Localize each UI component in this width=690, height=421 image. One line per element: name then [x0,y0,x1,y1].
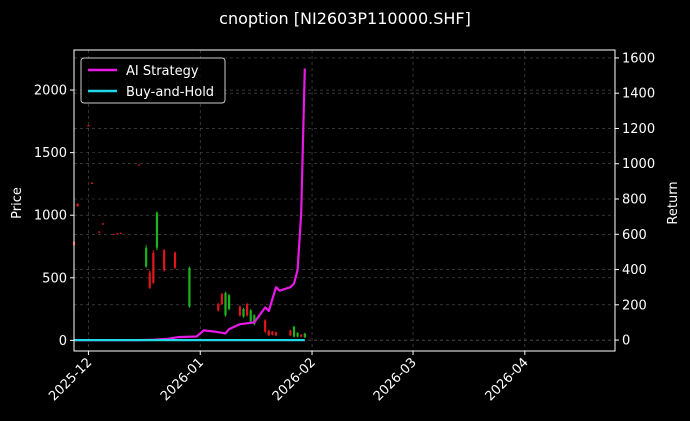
candle [173,251,177,270]
candle-body [173,252,177,268]
candle [152,250,155,285]
candle-body [238,306,242,316]
candle [112,233,115,235]
y-axis-right-title: Return [666,181,681,224]
candle-body [101,223,104,225]
candle-body [112,233,115,235]
candle [300,334,303,338]
candle [274,331,278,336]
candle [289,329,292,336]
y-left-tick-label: 0 [59,334,67,349]
candle [238,305,242,317]
candle [148,270,151,290]
candle-body [303,333,306,338]
candle-body [119,232,122,234]
candle [249,309,252,323]
candle [90,182,94,184]
candle-body [87,125,90,127]
candle [217,302,220,312]
candle-body [267,330,270,336]
candle-body [264,320,267,332]
candle [267,329,270,336]
candle-body [145,247,148,267]
candle [292,325,296,338]
y-left-tick-label: 1500 [34,146,67,161]
y-left-tick-label: 2000 [34,84,67,99]
legend: AI Strategy Buy-and-Hold [80,57,226,104]
legend-label-buy-and-hold: Buy-and-Hold [126,85,214,100]
candle [145,245,148,268]
candle-body [116,233,119,235]
candle-body [249,310,252,322]
y-right-tick-label: 1200 [622,122,655,137]
y-right-tick-label: 400 [622,263,647,278]
candle-body [152,252,155,283]
candle [163,248,166,272]
candle-body [246,304,249,316]
candle [188,266,191,308]
candle-body [253,315,256,325]
candle [224,291,227,317]
y-right-tick-label: 800 [622,193,647,208]
candle [220,292,223,306]
candle-body [292,326,296,337]
candle-body [271,331,274,335]
candle-body [137,164,141,166]
y-right-tick-label: 1400 [622,87,655,102]
candle [116,233,119,235]
candle-body [220,294,223,305]
candle-body [224,292,227,316]
y-left-tick-label: 1000 [34,209,67,224]
candle [119,232,122,234]
candle [137,164,141,166]
candle [242,307,245,318]
candle [101,223,104,225]
candle-body [274,332,278,336]
candle [87,125,90,127]
candle [76,203,79,207]
y-right-tick-label: 1000 [622,157,655,172]
candle [303,332,306,338]
candle-body [188,267,191,307]
y-right-tick-label: 200 [622,298,647,313]
candle-body [163,250,166,271]
candle-body [227,295,231,310]
candle-body [289,330,292,336]
candle-body [148,272,151,288]
candle [296,332,299,338]
candle-body [217,304,220,311]
return-lines [74,68,306,342]
chart-title: cnoption [NI2603P110000.SHF] [219,9,471,28]
candle-body [98,231,101,233]
candle [98,231,101,233]
candle-body [155,212,159,248]
y-right-tick-label: 0 [622,334,630,349]
candle [155,211,159,251]
y-axis-left-title: Price [10,187,25,219]
candle [271,330,274,336]
candle [227,294,231,311]
candle-body [90,182,94,184]
candle [264,319,267,333]
plot-border [73,49,616,352]
candle-body [296,332,299,337]
y-right-tick-label: 600 [622,228,647,243]
legend-label-ai-strategy: AI Strategy [126,64,199,79]
candle [246,302,249,317]
y-right-tick-label: 1600 [622,51,655,66]
candle-body [76,203,79,207]
candle-body [242,309,245,317]
y-left-tick-label: 500 [42,271,67,286]
candle-body [300,334,303,337]
